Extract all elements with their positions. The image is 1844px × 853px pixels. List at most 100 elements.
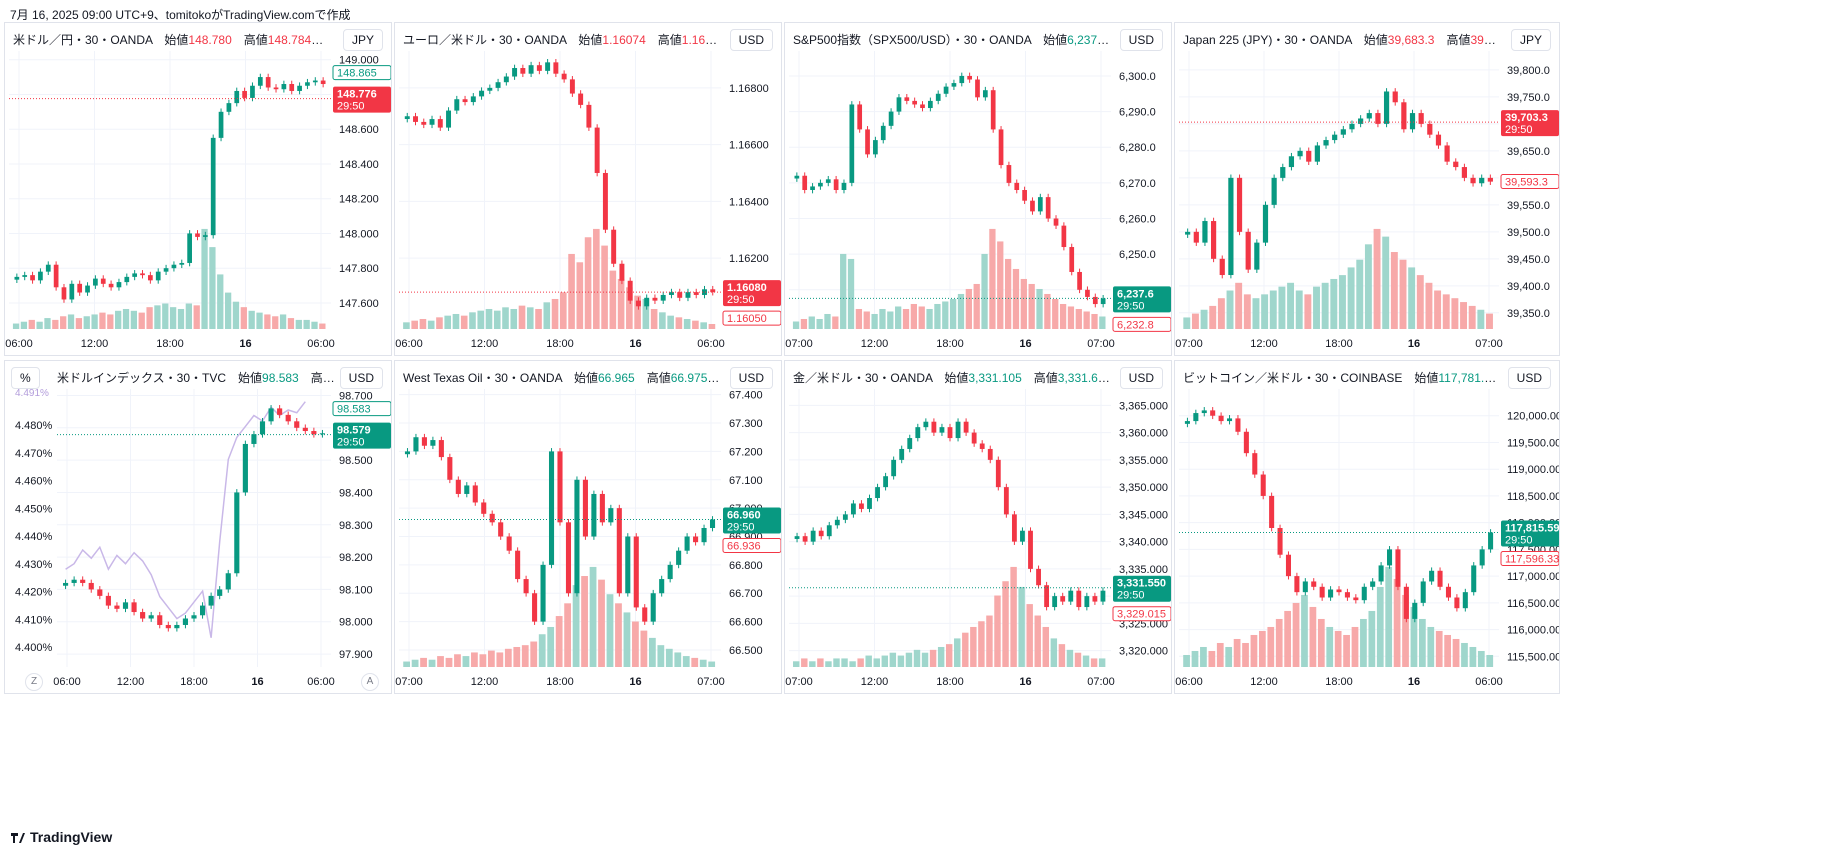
volume-bar [485, 308, 493, 329]
candle-body [1340, 129, 1346, 135]
chart-panel[interactable]: 149.000148.800148.600148.400148.200148.0… [4, 22, 392, 356]
chart-canvas: 120,000.00 119,500.00 119,000.00 118,500.00… [1175, 389, 1560, 688]
countdown-label: 29:50 [727, 521, 755, 533]
y-tick-label: 67.300 [729, 418, 763, 430]
chart-panel[interactable]: 39,800.039,750.039,700.039,650.039,600.0… [1174, 22, 1560, 356]
candle-body [1252, 453, 1258, 475]
candle-body [1236, 177, 1243, 232]
chart-title[interactable]: 金／米ドル・30・OANDA 始値3,331.105 高値3,331.630 安… [793, 369, 1111, 386]
volume-bar [700, 322, 707, 329]
candle-body [413, 116, 418, 122]
currency-unit-button[interactable]: USD [339, 367, 383, 389]
currency-unit-button[interactable]: USD [729, 367, 773, 389]
chart-title[interactable]: ユーロ／米ドル・30・OANDA 始値1.16074 高値1.16080 安値.… [403, 31, 721, 48]
volume-bar [107, 314, 114, 329]
x-tick-label: 12:00 [1250, 338, 1278, 350]
volume-bar [232, 301, 240, 329]
candle-body [1006, 165, 1012, 183]
zoom-toggle-button[interactable]: Z [25, 673, 43, 691]
y-tick-label: 6,280.0 [1119, 142, 1156, 154]
volume-bar [411, 320, 418, 329]
volume-bar [1419, 618, 1426, 667]
price-label: 1.16080 [727, 282, 767, 294]
chart-panel[interactable]: 1.16800 1.16600 1.16400 1.16200 06:00 12:00 18… [394, 22, 782, 356]
candle-body [1201, 410, 1207, 414]
chart-panel[interactable]: 3,365.000 3,360.000 3,355.000 3,350.000 3,34… [784, 360, 1172, 694]
currency-unit-button[interactable]: USD [1119, 29, 1163, 51]
x-tick-label: 06:00 [307, 338, 335, 350]
volume-bar [477, 310, 485, 329]
candle-body [217, 589, 223, 596]
candle-body [959, 75, 965, 84]
volume-bar [479, 654, 487, 667]
chart-panel[interactable]: 6,300.0 6,290.0 6,280.0 6,270.0 6,260.0 6,250… [784, 22, 1172, 356]
chart-canvas: 149.000148.800148.600148.400148.200148.0… [5, 51, 391, 350]
candle-body [413, 437, 419, 452]
volume-bar [44, 318, 51, 329]
volume-bar [889, 652, 897, 667]
chart-title[interactable]: 米ドルインデックス・30・TVC 始値98.583 高値... [57, 369, 335, 386]
volume-bar [817, 658, 824, 667]
candle-body [140, 273, 145, 276]
chart-title[interactable]: S&P500指数（SPX500/USD）・30・OANDA 始値6,237.6 … [793, 31, 1111, 48]
volume-bar [510, 308, 518, 329]
auto-scale-button[interactable]: A [361, 673, 379, 691]
candle-body [659, 579, 665, 594]
candle-body [53, 264, 59, 288]
currency-unit-button[interactable]: JPY [342, 29, 383, 51]
chart-panel[interactable]: 98.70098.60098.50098.40098.30098.20098.1… [4, 360, 392, 694]
chart-panel[interactable]: 67.40067.30067.20067.10067.00066.90066.8… [394, 360, 782, 694]
candle-body [45, 264, 51, 272]
candle-body [920, 104, 925, 109]
volume-bar [1036, 288, 1043, 329]
last-value-label: 66.936 [727, 540, 761, 552]
price-label-box [1501, 110, 1559, 137]
volume-bar [609, 270, 617, 329]
volume-bar [1098, 658, 1106, 667]
volume-bar [36, 321, 43, 329]
candle-body [1420, 581, 1426, 603]
candle-body [131, 602, 137, 613]
price-label-box [1113, 286, 1171, 313]
y-tick-label: 98.400 [339, 487, 373, 499]
open-value: 3,331.105 [968, 371, 1034, 385]
candle-body [195, 233, 200, 237]
candle-body [891, 459, 897, 477]
candle-body [850, 503, 856, 515]
volume-bar [52, 319, 59, 329]
volume-bar [1075, 308, 1082, 329]
volume-bar [606, 594, 614, 667]
volume-bar [699, 659, 707, 667]
currency-unit-button[interactable]: USD [1507, 367, 1551, 389]
chart-panel[interactable]: 120,000.00 119,500.00 119,000.00 118,500.00… [1174, 360, 1560, 694]
currency-unit-button[interactable]: JPY [1510, 29, 1551, 51]
x-tick-label: 12:00 [861, 676, 889, 688]
open-label: 始値 [238, 371, 263, 385]
currency-unit-button[interactable]: USD [1119, 367, 1163, 389]
x-tick-label: 07:00 [1175, 338, 1203, 350]
candle-body [1353, 597, 1359, 601]
candle-body [311, 431, 317, 435]
chart-title[interactable]: Japan 225 (JPY)・30・OANDA 始値39,683.3 高値39… [1183, 31, 1499, 48]
candle-body [1319, 586, 1325, 598]
left-unit-button[interactable]: % [11, 367, 40, 389]
chart-title[interactable]: ビットコイン／米ドル・30・COINBASE 始値117,781.63 高値..… [1183, 369, 1499, 386]
volume-bar [1012, 268, 1020, 329]
candle-body [1210, 410, 1216, 416]
candle-body [586, 104, 592, 128]
volume-bar [871, 313, 878, 329]
candle-body [97, 589, 103, 596]
currency-unit-button[interactable]: USD [729, 29, 773, 51]
volume-bar [1018, 586, 1025, 667]
volume-bar [634, 295, 641, 329]
candle-body [873, 140, 878, 155]
chart-title[interactable]: West Texas Oil・30・OANDA 始値66.965 高値66.97… [403, 369, 721, 386]
last-value-label: 6,232.8 [1117, 319, 1154, 331]
open-label: 始値 [1363, 33, 1388, 47]
y-tick-label: 118,500.00 [1507, 491, 1560, 503]
x-tick-label: 16 [1019, 676, 1031, 688]
candle-body [157, 615, 163, 625]
chart-canvas: 6,300.0 6,290.0 6,280.0 6,270.0 6,260.0 6,250… [785, 51, 1171, 350]
candle-body [187, 233, 192, 263]
chart-title[interactable]: 米ドル／円・30・OANDA 始値148.780 高値148.784 安値148… [13, 31, 331, 48]
